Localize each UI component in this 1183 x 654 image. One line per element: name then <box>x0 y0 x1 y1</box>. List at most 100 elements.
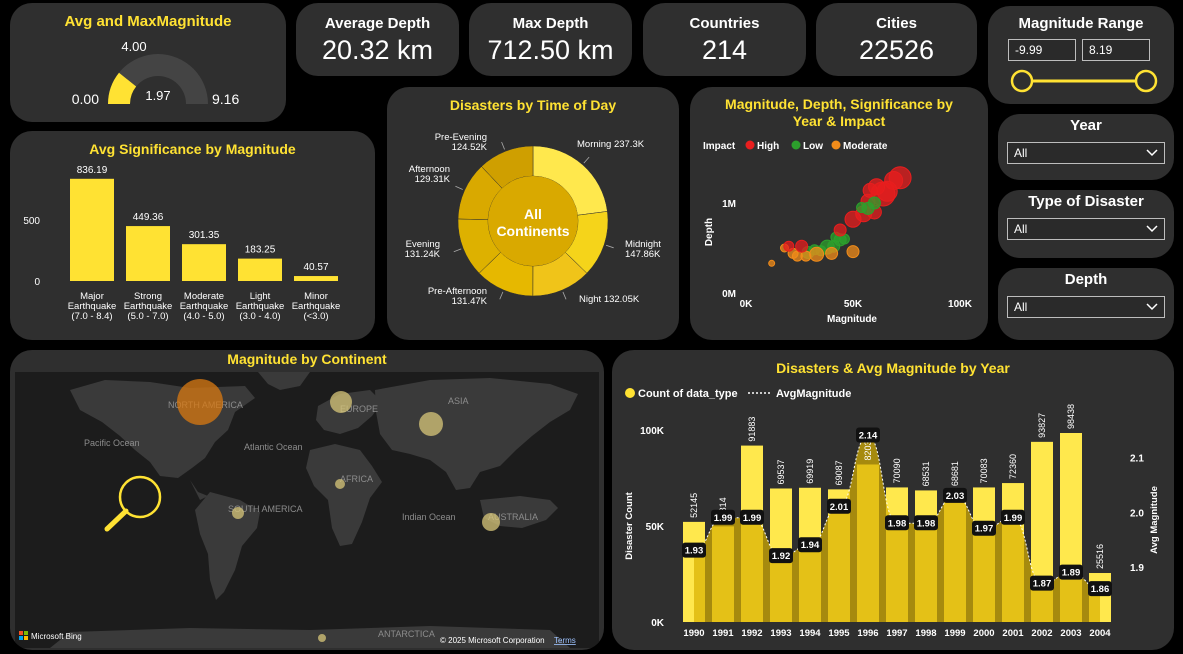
range-max-input[interactable]: 8.19 <box>1082 39 1150 61</box>
legend-label[interactable]: Count of data_type <box>638 388 738 400</box>
year-slicer: Year All <box>998 114 1174 180</box>
avg-significance-chart: 0 500 836.19 Major Earthquake (7.0 - 8.4) 449.… <box>23 165 340 322</box>
legend-label[interactable]: Low <box>803 141 823 152</box>
year-chart-title: Disasters & Avg Magnitude by Year <box>776 360 1010 376</box>
y2-axis-label: Avg Magnitude <box>1149 486 1160 554</box>
map-bubbles <box>177 379 500 642</box>
range-min-input[interactable]: -9.99 <box>1008 39 1076 61</box>
bar-value-label: 40.57 <box>303 262 328 273</box>
category-label: (7.0 - 8.4) <box>71 311 112 322</box>
scatter-point[interactable] <box>809 246 825 262</box>
bar-value-label: 449.36 <box>133 212 164 223</box>
scatter-point[interactable] <box>825 246 839 260</box>
bar-value-label: 301.35 <box>189 230 220 241</box>
slice-leader-line <box>455 185 463 190</box>
depth-slicer-title: Depth <box>1064 271 1108 288</box>
slice-leader-line <box>562 291 567 300</box>
legend-label[interactable]: AvgMagnitude <box>776 388 851 400</box>
slice-label: Night 132.05K <box>579 294 640 305</box>
magnitude-badge <box>1001 509 1025 525</box>
world-map[interactable]: NORTH AMERICA EUROPE ASIA AFRICA SOUTH A… <box>10 350 604 650</box>
significance-bar[interactable] <box>238 258 282 281</box>
magnitude-value-label: 1.99 <box>714 513 733 524</box>
map-bubble-australia[interactable] <box>482 513 500 531</box>
y-tick-label: 0K <box>651 618 665 629</box>
magnitude-range-slicer: Magnitude Range -9.99 8.19 <box>988 6 1174 104</box>
bar-value-label: 68531 <box>921 461 931 486</box>
kpi-countries: Countries 214 <box>643 3 806 76</box>
significance-bar[interactable] <box>70 178 114 281</box>
depth-dropdown[interactable]: All <box>1007 296 1165 318</box>
map-bubble-africa[interactable] <box>335 479 345 489</box>
category-label: Earthquake <box>180 301 229 312</box>
scatter-point[interactable] <box>844 210 862 228</box>
category-label: (5.0 - 7.0) <box>127 311 168 322</box>
category-label: Moderate <box>184 291 224 302</box>
slice-value-label: 129.31K <box>415 174 451 185</box>
significance-bar[interactable] <box>294 276 338 281</box>
kpi-value: 20.32 km <box>321 35 434 65</box>
significance-bar[interactable] <box>182 244 226 281</box>
scatter-point[interactable] <box>795 239 809 253</box>
range-max-handle[interactable] <box>1134 69 1158 93</box>
year-dropdown[interactable]: All <box>1007 142 1165 164</box>
y-tick-label: 500 <box>23 216 40 227</box>
x-tick-label: 1995 <box>828 628 850 639</box>
map-bubble-antarctica[interactable] <box>318 634 326 642</box>
map-label-europe: EUROPE <box>340 404 378 414</box>
map-title: Magnitude by Continent <box>227 351 387 367</box>
year-chart-card: Disasters & Avg Magnitude by Year Count … <box>612 350 1174 650</box>
magnitude-badge <box>711 509 735 525</box>
bing-logo-icon <box>19 631 28 640</box>
depth-dropdown-value: All <box>1014 300 1028 314</box>
gauge-card: Avg and MaxMagnitude 0.00 9.16 4.00 1.97 <box>10 3 286 122</box>
category-label: Light <box>250 291 271 302</box>
x-tick-label: 100K <box>948 299 973 310</box>
bing-label: Microsoft Bing <box>31 632 82 641</box>
legend-label[interactable]: High <box>757 141 779 152</box>
map-copyright: © 2025 Microsoft Corporation <box>440 636 545 645</box>
type-dropdown-value: All <box>1014 222 1028 236</box>
slice-value-label: 124.52K <box>452 142 488 153</box>
scatter-point[interactable] <box>768 259 776 267</box>
x-tick-label: 1990 <box>683 628 704 639</box>
range-slider[interactable] <box>988 6 1174 104</box>
range-min-handle[interactable] <box>1010 69 1034 93</box>
map-terms-link[interactable]: Terms <box>554 636 576 645</box>
significance-bar[interactable] <box>126 226 170 281</box>
map-bubble-south-america[interactable] <box>232 507 244 519</box>
slice-label: Morning 237.3K <box>577 139 645 150</box>
bar-value-label: 69087 <box>834 460 844 485</box>
map-bubble-europe[interactable] <box>330 391 352 413</box>
legend-label[interactable]: Moderate <box>843 141 888 152</box>
magnitude-value-label: 1.93 <box>685 546 704 557</box>
scatter-title-line1: Magnitude, Depth, Significance by <box>725 96 953 112</box>
scatter-point[interactable] <box>862 182 878 198</box>
bar-value-label: 836.19 <box>77 165 108 176</box>
scatter-point[interactable] <box>783 240 795 252</box>
scatter-point[interactable] <box>856 202 868 213</box>
magnitude-value-label: 1.87 <box>1033 579 1052 590</box>
kpi-value: 22526 <box>858 35 935 65</box>
y-tick-label: 0 <box>34 277 40 288</box>
magnifier-icon[interactable] <box>104 475 162 532</box>
slice-leader-line <box>499 291 504 300</box>
category-label: Major <box>80 291 104 302</box>
map-bubble-asia[interactable] <box>419 412 443 436</box>
scatter-point[interactable] <box>846 245 860 259</box>
slice-leader-line <box>453 248 462 253</box>
gauge-value-label: 1.97 <box>145 88 170 103</box>
avg-significance-title: Avg Significance by Magnitude <box>89 141 296 157</box>
x-tick-label: 1998 <box>915 628 936 639</box>
bar-value-label: 98438 <box>1066 404 1076 429</box>
y-tick-label: 1M <box>722 199 736 210</box>
bar-value-label: 70083 <box>979 458 989 483</box>
x-tick-label: 1994 <box>799 628 821 639</box>
bar-value-label: 68681 <box>950 461 960 486</box>
x-tick-label: 2000 <box>973 628 994 639</box>
map-bubble-north-america[interactable] <box>177 379 223 425</box>
type-of-disaster-dropdown[interactable]: All <box>1007 218 1165 240</box>
slice-leader-line <box>583 156 590 164</box>
magnitude-badge <box>769 548 793 564</box>
scatter-point[interactable] <box>833 223 847 237</box>
